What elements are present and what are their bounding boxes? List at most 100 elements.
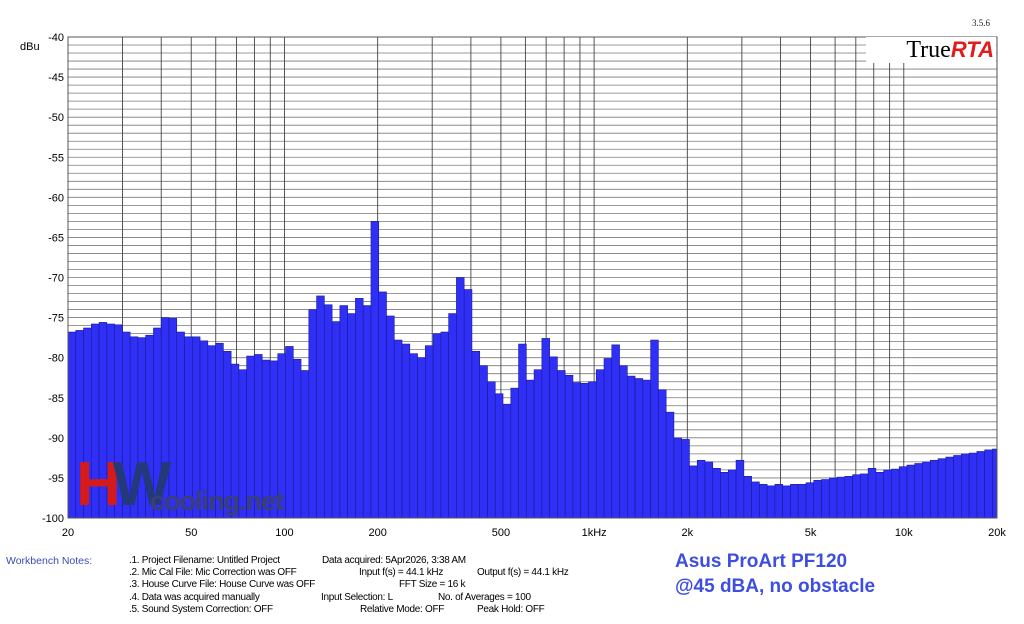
spectrum-bar [774, 484, 783, 519]
x-tick-label: 20 [62, 527, 74, 539]
spectrum-bar [619, 365, 628, 519]
spectrum-bar [735, 459, 745, 519]
spectrum-bar [836, 476, 846, 519]
y-tick-label: -50 [48, 112, 64, 124]
spectrum-bar [665, 411, 675, 519]
note-output-fs: Output f(s) = 44.1 kHz [477, 567, 569, 578]
spectrum-bar [448, 313, 457, 519]
spectrum-bar [417, 357, 426, 519]
spectrum-bar [362, 305, 372, 519]
spectrum-bar [316, 295, 325, 519]
note-sound-system: .5. Sound System Correction: OFF [129, 604, 273, 615]
spectrum-bar [355, 298, 364, 519]
hwcooling-watermark-logo: HW cooling.net [76, 450, 284, 519]
spectrum-bar [992, 448, 998, 519]
spectrum-bar [580, 383, 589, 519]
spectrum-bar [658, 389, 667, 519]
note-input-fs: Input f(s) = 44.1 kHz [359, 567, 444, 578]
spectrum-bar [828, 477, 838, 519]
y-axis-ticks: -40 -45 -50 -55 -60 -65 -70 -75 -80 -85 -90 -95 -100 [42, 32, 64, 525]
spectrum-bar [285, 346, 294, 519]
y-tick-label: -70 [48, 273, 64, 285]
note-relative-mode: Relative Mode: OFF [360, 604, 445, 615]
spectrum-bar [914, 463, 923, 519]
spectrum-bar [370, 221, 380, 519]
note-mic-cal: .2. Mic Cal File: Mic Correction was OFF [129, 567, 297, 578]
spectrum-bar [984, 449, 993, 519]
spectrum-bar [953, 455, 962, 519]
y-tick-label: -40 [48, 32, 64, 44]
spectrum-bar [440, 331, 449, 519]
spectrum-bar [510, 387, 519, 519]
spectrum-bar [937, 458, 947, 519]
x-tick-label: 5k [805, 527, 817, 539]
spectrum-bar [324, 304, 333, 519]
spectrum-bar [696, 459, 706, 519]
spectrum-bar [471, 350, 481, 519]
spectrum-bar [922, 461, 931, 519]
spectrum-bar [549, 356, 558, 519]
note-input-selection: Input Selection: L [321, 592, 393, 603]
spectrum-bar [557, 370, 566, 519]
spectrum-bar [813, 480, 822, 519]
note-acquired: Data acquired: 5Apr2026, 3:38 AM [322, 555, 466, 566]
y-tick-label: -45 [48, 72, 64, 84]
spectrum-bar [681, 439, 690, 519]
spectrum-bar [308, 309, 317, 519]
x-tick-label: 100 [275, 527, 293, 539]
spectrum-bar [929, 459, 939, 519]
spectrum-bar [595, 369, 605, 519]
y-tick-label: -75 [48, 313, 64, 325]
note-project: .1. Project Filename: Untitled Project [129, 555, 280, 566]
x-tick-label: 2k [682, 527, 694, 539]
spectrum-bar [611, 344, 620, 519]
x-tick-label: 10k [895, 527, 913, 539]
spectrum-bar [347, 313, 356, 519]
note-peak-hold: Peak Hold: OFF [477, 604, 545, 615]
spectrum-bar [891, 468, 900, 519]
spectrum-bar [386, 315, 395, 519]
y-tick-label: -90 [48, 433, 64, 445]
x-axis-ticks: 20 50 100 200 500 1kHz 2k 5k 10k 20k [62, 527, 1006, 539]
workbench-notes-title: Workbench Notes: [6, 555, 93, 567]
spectrum-bar [425, 345, 434, 519]
spectrum-bar [805, 482, 815, 519]
x-tick-label: 1kHz [582, 527, 607, 539]
y-tick-label: -65 [48, 232, 64, 244]
spectrum-bar [821, 479, 830, 519]
spectrum-bar [961, 453, 970, 519]
spectrum-bar [797, 484, 807, 519]
x-tick-label: 200 [368, 527, 386, 539]
spectrum-bar [526, 379, 535, 519]
spectrum-bar [759, 484, 768, 519]
version-label: 3.5.6 [972, 18, 990, 28]
spectrum-bar [432, 333, 442, 519]
truerta-logo: TrueRTA [866, 37, 996, 63]
spectrum-bar [331, 321, 341, 519]
spectrum-bar [588, 381, 597, 519]
spectrum-bar [627, 375, 636, 519]
spectrum-bar [401, 343, 411, 519]
spectrum-bar [689, 465, 698, 519]
x-tick-label: 50 [185, 527, 197, 539]
spectrum-bar [518, 343, 527, 519]
spectrum-bar [479, 365, 488, 519]
spectrum-bar [704, 461, 714, 519]
spectrum-bar [463, 289, 473, 519]
spectrum-bar [790, 484, 799, 519]
spectrum-bar [883, 469, 892, 519]
x-tick-label: 500 [492, 527, 510, 539]
spectrum-bar [712, 467, 721, 519]
spectrum-bar [572, 382, 582, 519]
spectrum-bar [673, 437, 682, 519]
y-tick-label: -55 [48, 152, 64, 164]
spectrum-bar [564, 375, 574, 519]
y-tick-label: -95 [48, 473, 64, 485]
spectrum-bar [968, 452, 978, 519]
x-tick-label: 20k [988, 527, 1006, 539]
note-averages: No. of Averages = 100 [438, 592, 531, 603]
spectrum-bar [378, 291, 387, 519]
y-tick-label: -100 [42, 513, 64, 525]
y-tick-label: -85 [48, 393, 64, 405]
spectrum-bar [945, 456, 954, 519]
